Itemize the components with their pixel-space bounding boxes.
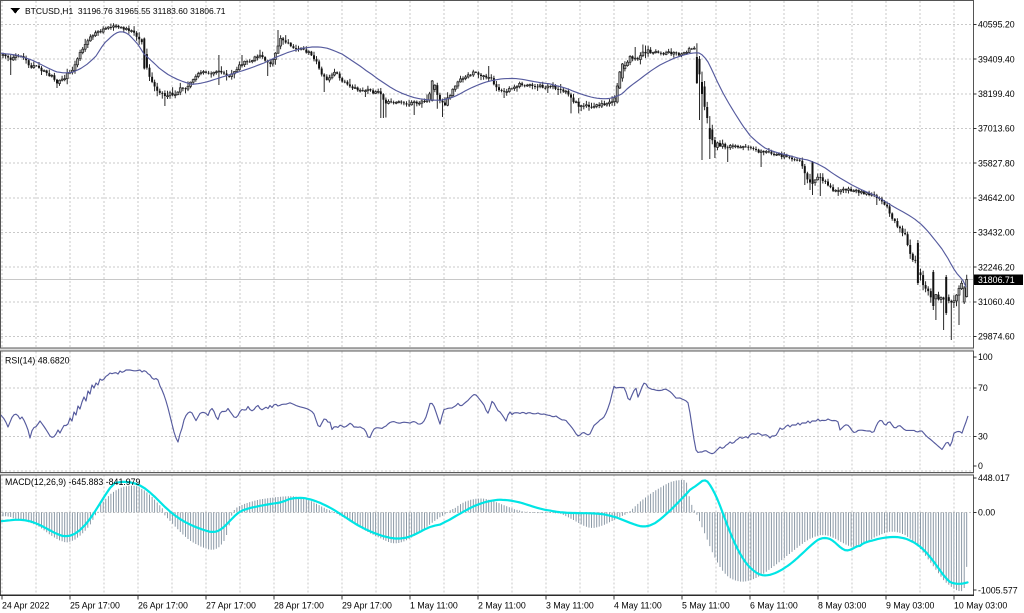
- svg-text:0: 0: [978, 461, 983, 471]
- svg-text:BTCUSD,H1 31196.76 31965.55 3: BTCUSD,H1 31196.76 31965.55 31183.60 318…: [25, 6, 226, 16]
- svg-text:100: 100: [978, 352, 993, 362]
- svg-text:4 May 11:00: 4 May 11:00: [614, 601, 662, 611]
- svg-text:26 Apr 17:00: 26 Apr 17:00: [138, 601, 188, 611]
- svg-text:448.017: 448.017: [978, 473, 1010, 483]
- svg-text:28 Apr 17:00: 28 Apr 17:00: [274, 601, 324, 611]
- svg-text:33432.00: 33432.00: [978, 228, 1015, 238]
- svg-text:-1005.577: -1005.577: [978, 585, 1018, 595]
- svg-text:24 Apr 2022: 24 Apr 2022: [2, 601, 50, 611]
- svg-text:32246.20: 32246.20: [978, 262, 1015, 272]
- svg-text:1 May 11:00: 1 May 11:00: [410, 601, 458, 611]
- svg-text:39409.40: 39409.40: [978, 54, 1015, 64]
- svg-text:5 May 11:00: 5 May 11:00: [682, 601, 730, 611]
- svg-text:3 May 11:00: 3 May 11:00: [546, 601, 594, 611]
- svg-text:6 May 11:00: 6 May 11:00: [750, 601, 798, 611]
- svg-text:31060.40: 31060.40: [978, 297, 1015, 307]
- svg-text:31806.71: 31806.71: [978, 275, 1015, 285]
- svg-text:29874.60: 29874.60: [978, 332, 1015, 342]
- svg-text:30: 30: [978, 432, 988, 442]
- svg-text:40595.20: 40595.20: [978, 20, 1015, 30]
- svg-text:70: 70: [978, 383, 988, 393]
- svg-text:9 May 03:00: 9 May 03:00: [886, 601, 935, 611]
- svg-text:8 May 03:00: 8 May 03:00: [818, 601, 867, 611]
- svg-text:2 May 11:00: 2 May 11:00: [478, 601, 526, 611]
- svg-text:29 Apr 17:00: 29 Apr 17:00: [342, 601, 392, 611]
- svg-text:MACD(12,26,9) -645.883 -841.97: MACD(12,26,9) -645.883 -841.979: [5, 477, 141, 487]
- svg-text:35827.80: 35827.80: [978, 158, 1015, 168]
- svg-text:37013.60: 37013.60: [978, 124, 1015, 134]
- svg-text:27 Apr 17:00: 27 Apr 17:00: [206, 601, 256, 611]
- svg-text:10 May 03:00: 10 May 03:00: [954, 601, 1007, 611]
- svg-text:25 Apr 17:00: 25 Apr 17:00: [70, 601, 120, 611]
- svg-text:RSI(14) 48.6820: RSI(14) 48.6820: [5, 356, 70, 366]
- svg-text:0.00: 0.00: [978, 508, 995, 518]
- svg-text:34642.00: 34642.00: [978, 193, 1015, 203]
- svg-text:38199.40: 38199.40: [978, 89, 1015, 99]
